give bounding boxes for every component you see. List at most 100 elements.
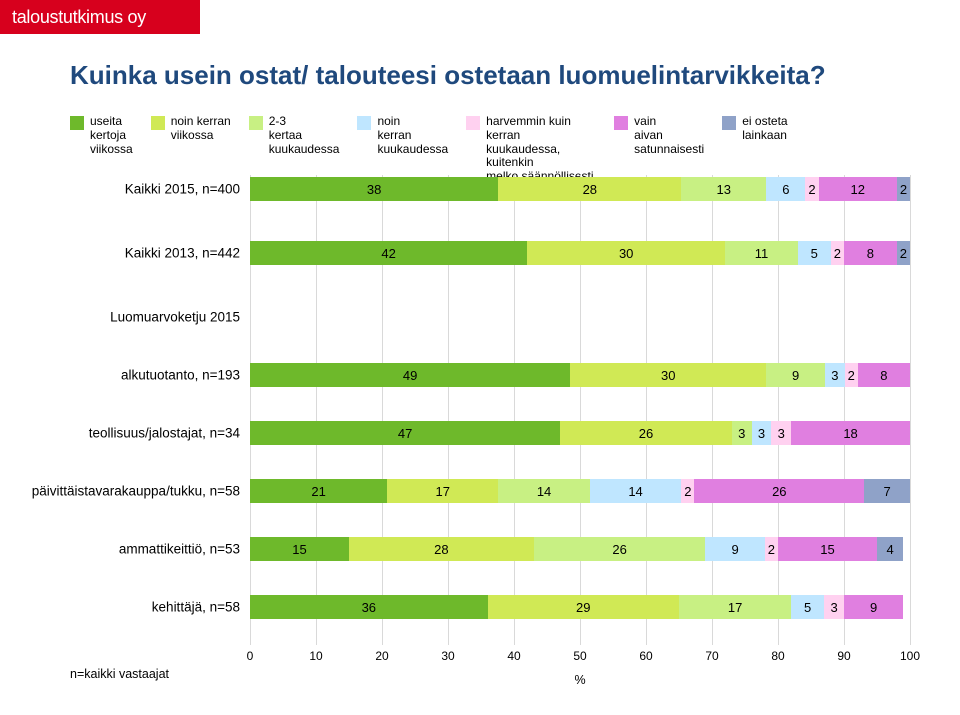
legend-swatch [357, 116, 371, 130]
bar-segment: 12 [819, 177, 897, 201]
segment-value: 2 [900, 246, 907, 261]
bar-segment: 17 [387, 479, 498, 503]
page-title: Kuinka usein ostat/ talouteesi ostetaan … [70, 60, 826, 91]
row-label: alkutuotanto, n=193 [10, 368, 240, 383]
segment-value: 17 [728, 600, 742, 615]
segment-value: 30 [661, 368, 675, 383]
segment-value: 14 [537, 484, 551, 499]
bar-segment: 2 [845, 363, 858, 387]
bar-segment: 49 [250, 363, 570, 387]
segment-value: 29 [576, 600, 590, 615]
bar-row: 36 29 17 53 9 [250, 595, 910, 619]
legend-swatch [722, 116, 736, 130]
segment-value: 3 [758, 426, 765, 441]
segment-value: 15 [292, 542, 306, 557]
bar-segment: 2 [805, 177, 818, 201]
footer-note: n=kaikki vastaajat [70, 667, 169, 681]
bar-segment: 9 [766, 363, 825, 387]
bar-segment: 26 [694, 479, 864, 503]
bar-segment: 3 [824, 595, 844, 619]
bar-segment: 5 [791, 595, 824, 619]
segment-value: 5 [804, 600, 811, 615]
bar-segment: 38 [250, 177, 498, 201]
bar-segment: 6 [766, 177, 805, 201]
x-tick: 0 [247, 649, 254, 663]
bar-segment: 8 [858, 363, 910, 387]
segment-value: 9 [731, 542, 738, 557]
legend-label: 2-3kertaakuukaudessa [269, 115, 340, 156]
bar-segment: 2 [897, 177, 910, 201]
bar-segment: 30 [527, 241, 725, 265]
segment-value: 47 [398, 426, 412, 441]
segment-value: 28 [434, 542, 448, 557]
x-axis: 0102030405060708090100 [250, 649, 910, 669]
segment-value: 2 [684, 484, 691, 499]
x-tick: 90 [837, 649, 850, 663]
segment-value: 42 [381, 246, 395, 261]
bar-segment: 7 [864, 479, 910, 503]
segment-value: 2 [834, 246, 841, 261]
brand-bar: taloustutkimus oy [0, 0, 200, 34]
bar-segment: 30 [570, 363, 766, 387]
bar-segment: 36 [250, 595, 488, 619]
row-label: Kaikki 2015, n=400 [10, 182, 240, 197]
bar-segment: 8 [844, 241, 897, 265]
gridline [910, 175, 911, 645]
bar-segment: 3 [752, 421, 772, 445]
legend-label: useitakertojaviikossa [90, 115, 133, 156]
bar-row: 15282692154 [250, 537, 910, 561]
bar-segment: 29 [488, 595, 679, 619]
x-tick: 60 [639, 649, 652, 663]
bar-segment: 5 [798, 241, 831, 265]
segment-value: 26 [639, 426, 653, 441]
segment-value: 18 [843, 426, 857, 441]
segment-value: 3 [738, 426, 745, 441]
bar-segment: 3 [732, 421, 752, 445]
bar-row: 472633318 [250, 421, 910, 445]
segment-value: 3 [831, 368, 838, 383]
legend-item: noinkerrankuukaudessa [357, 115, 448, 184]
bar-segment: 42 [250, 241, 527, 265]
bar-segment: 21 [250, 479, 387, 503]
legend-label: ei ostetalainkaan [742, 115, 787, 143]
segment-value: 3 [778, 426, 785, 441]
segment-value: 49 [403, 368, 417, 383]
x-tick: 70 [705, 649, 718, 663]
bar-segment: 2 [831, 241, 844, 265]
bar-row: 211714142267 [250, 479, 910, 503]
bar-segment: 28 [349, 537, 534, 561]
segment-value: 13 [717, 182, 731, 197]
x-tick: 100 [900, 649, 920, 663]
bar-segment: 17 [679, 595, 791, 619]
x-tick: 10 [309, 649, 322, 663]
legend-item: noin kerranviikossa [151, 115, 231, 184]
legend-item: vainaivansatunnaisesti [614, 115, 704, 184]
legend-item: ei ostetalainkaan [722, 115, 787, 184]
legend-label: noinkerrankuukaudessa [377, 115, 448, 156]
segment-value: 36 [362, 600, 376, 615]
bar-row: 4230115282 [250, 241, 910, 265]
bar-segment: 2 [681, 479, 694, 503]
bar-segment: 14 [498, 479, 589, 503]
segment-value: 30 [619, 246, 633, 261]
bar-segment: 28 [498, 177, 681, 201]
bar-segment: 13 [681, 177, 766, 201]
segment-value: 28 [583, 182, 597, 197]
row-label: päivittäistavarakauppa/tukku, n=58 [10, 484, 240, 499]
segment-value: 8 [880, 368, 887, 383]
bar-segment: 2 [765, 537, 778, 561]
segment-value: 6 [782, 182, 789, 197]
segment-value: 15 [820, 542, 834, 557]
legend-swatch [249, 116, 263, 130]
legend-swatch [466, 116, 480, 130]
segment-value: 9 [870, 600, 877, 615]
bar-segment: 47 [250, 421, 560, 445]
bar-segment: 3 [771, 421, 791, 445]
segment-value: 9 [792, 368, 799, 383]
segment-value: 4 [887, 542, 894, 557]
row-label: teollisuus/jalostajat, n=34 [10, 426, 240, 441]
legend-label: noin kerranviikossa [171, 115, 231, 143]
x-axis-title: % [250, 673, 910, 687]
legend-item: harvemmin kuin kerrankuukaudessa, kuiten… [466, 115, 596, 184]
bar-segment: 9 [844, 595, 903, 619]
